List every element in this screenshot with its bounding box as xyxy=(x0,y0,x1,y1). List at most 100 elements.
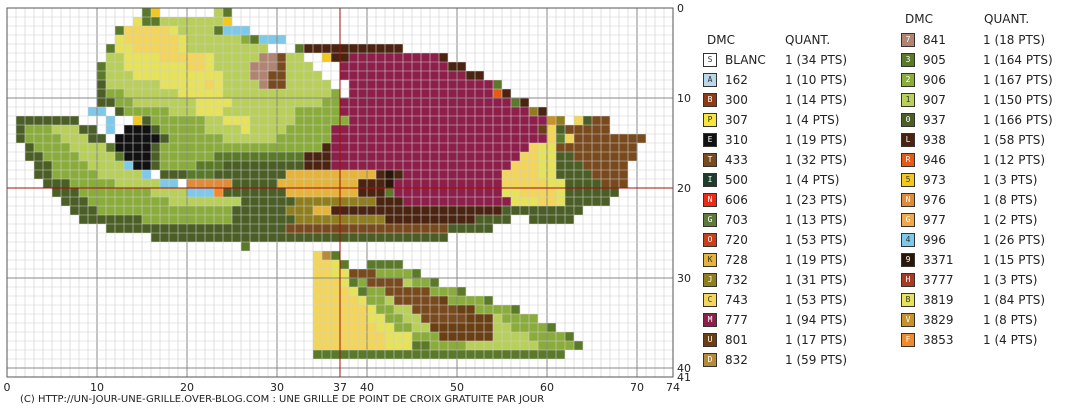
stitch-cell xyxy=(484,80,493,89)
stitch-cell xyxy=(412,188,421,197)
stitch-cell xyxy=(331,152,340,161)
stitch-cell xyxy=(547,170,556,179)
stitch-cell xyxy=(493,215,502,224)
stitch-cell xyxy=(358,206,367,215)
stitch-cell xyxy=(583,152,592,161)
stitch-cell xyxy=(160,107,169,116)
stitch-cell xyxy=(313,116,322,125)
stitch-cell xyxy=(430,89,439,98)
stitch-cell xyxy=(151,206,160,215)
stitch-cell xyxy=(322,341,331,350)
stitch-cell xyxy=(493,89,502,98)
stitch-cell xyxy=(421,134,430,143)
stitch-cell xyxy=(349,179,358,188)
stitch-cell xyxy=(61,188,70,197)
stitch-cell xyxy=(448,98,457,107)
stitch-cell xyxy=(349,278,358,287)
stitch-cell xyxy=(286,215,295,224)
stitch-cell xyxy=(142,107,151,116)
stitch-cell xyxy=(115,143,124,152)
stitch-cell xyxy=(511,314,520,323)
stitch-cell xyxy=(565,188,574,197)
stitch-cell xyxy=(313,143,322,152)
stitch-cell xyxy=(70,170,79,179)
stitch-cell xyxy=(214,17,223,26)
stitch-cell xyxy=(340,161,349,170)
stitch-cell xyxy=(475,215,484,224)
stitch-cell xyxy=(430,197,439,206)
stitch-cell xyxy=(502,89,511,98)
stitch-cell xyxy=(619,152,628,161)
stitch-cell xyxy=(547,134,556,143)
stitch-cell xyxy=(574,170,583,179)
stitch-cell xyxy=(430,305,439,314)
stitch-cell xyxy=(25,125,34,134)
stitch-cell xyxy=(520,350,529,359)
stitch-cell xyxy=(430,116,439,125)
stitch-cell xyxy=(322,134,331,143)
stitch-cell xyxy=(277,161,286,170)
stitch-cell xyxy=(241,161,250,170)
stitch-cell xyxy=(169,35,178,44)
stitch-cell xyxy=(223,80,232,89)
stitch-cell xyxy=(223,134,232,143)
stitch-cell xyxy=(16,125,25,134)
stitch-cell xyxy=(205,134,214,143)
stitch-cell xyxy=(376,53,385,62)
stitch-cell xyxy=(583,125,592,134)
stitch-cell xyxy=(574,152,583,161)
stitch-cell xyxy=(403,305,412,314)
stitch-cell xyxy=(475,350,484,359)
stitch-cell xyxy=(574,116,583,125)
stitch-cell xyxy=(376,314,385,323)
stitch-cell xyxy=(439,314,448,323)
stitch-cell xyxy=(259,125,268,134)
stitch-cell xyxy=(268,215,277,224)
stitch-cells xyxy=(16,8,646,359)
stitch-cell xyxy=(169,143,178,152)
stitch-cell xyxy=(583,161,592,170)
stitch-cell xyxy=(106,71,115,80)
stitch-cell xyxy=(412,269,421,278)
stitch-cell xyxy=(520,341,529,350)
stitch-cell xyxy=(583,134,592,143)
stitch-cell xyxy=(511,125,520,134)
stitch-cell xyxy=(574,341,583,350)
stitch-cell xyxy=(493,170,502,179)
stitch-cell xyxy=(151,179,160,188)
stitch-cell xyxy=(322,125,331,134)
stitch-cell xyxy=(313,62,322,71)
stitch-cell xyxy=(79,215,88,224)
stitch-cell xyxy=(196,233,205,242)
stitch-cell xyxy=(322,251,331,260)
stitch-cell xyxy=(565,179,574,188)
stitch-cell xyxy=(97,80,106,89)
stitch-cell xyxy=(232,71,241,80)
stitch-cell xyxy=(232,80,241,89)
stitch-cell xyxy=(142,224,151,233)
stitch-cell xyxy=(106,116,115,125)
stitch-cell xyxy=(142,188,151,197)
stitch-cell xyxy=(403,89,412,98)
stitch-cell xyxy=(412,332,421,341)
stitch-cell xyxy=(133,44,142,53)
stitch-cell xyxy=(601,197,610,206)
stitch-cell xyxy=(106,98,115,107)
stitch-cell xyxy=(322,152,331,161)
stitch-cell xyxy=(214,80,223,89)
stitch-cell xyxy=(277,233,286,242)
stitch-cell xyxy=(556,125,565,134)
stitch-cell xyxy=(43,125,52,134)
stitch-cell xyxy=(412,305,421,314)
stitch-cell xyxy=(70,197,79,206)
stitch-cell xyxy=(331,53,340,62)
stitch-cell xyxy=(313,80,322,89)
stitch-cell xyxy=(205,125,214,134)
stitch-cell xyxy=(187,62,196,71)
stitch-cell xyxy=(178,62,187,71)
stitch-cell xyxy=(376,332,385,341)
stitch-cell xyxy=(538,125,547,134)
stitch-cell xyxy=(412,197,421,206)
stitch-cell xyxy=(304,215,313,224)
stitch-cell xyxy=(430,287,439,296)
